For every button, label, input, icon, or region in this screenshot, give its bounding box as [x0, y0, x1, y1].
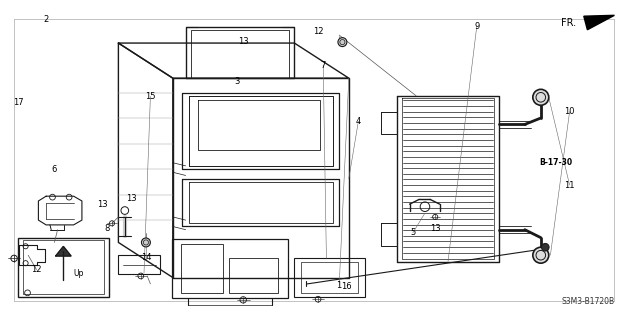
Text: 11: 11	[564, 181, 575, 189]
Circle shape	[141, 238, 150, 247]
Polygon shape	[584, 15, 614, 30]
Text: 13: 13	[97, 200, 108, 209]
Text: 12: 12	[313, 27, 323, 36]
Bar	[18, 238, 109, 297]
Bar	[118, 255, 160, 274]
Text: 13: 13	[126, 194, 136, 203]
Text: FR.: FR.	[561, 18, 576, 28]
Text: 9: 9	[474, 22, 479, 31]
Text: 8: 8	[105, 224, 110, 233]
Text: 3: 3	[234, 77, 239, 86]
Text: Up: Up	[73, 269, 83, 278]
Bar	[23, 240, 104, 294]
Bar	[294, 258, 365, 297]
Text: 7: 7	[321, 61, 326, 70]
Bar	[301, 262, 358, 293]
Text: 15: 15	[145, 92, 156, 101]
Text: 10: 10	[564, 107, 575, 116]
Text: 2: 2	[44, 15, 49, 24]
Circle shape	[541, 243, 549, 251]
Text: 14: 14	[141, 253, 151, 262]
Text: S3M3-B1720B: S3M3-B1720B	[561, 297, 614, 306]
Text: 13: 13	[430, 224, 440, 233]
Text: 6: 6	[52, 165, 57, 174]
Text: 16: 16	[341, 282, 351, 291]
Text: 4: 4	[356, 117, 361, 126]
Bar	[181, 244, 223, 293]
Text: 17: 17	[13, 98, 23, 107]
Text: 13: 13	[238, 37, 248, 46]
Circle shape	[533, 89, 548, 105]
Text: 12: 12	[31, 265, 42, 274]
Circle shape	[533, 247, 548, 263]
Text: B-17-30: B-17-30	[539, 158, 572, 167]
Polygon shape	[56, 246, 71, 256]
Text: 5: 5	[410, 228, 415, 237]
Bar	[172, 239, 288, 298]
Bar	[229, 258, 278, 293]
Text: 1: 1	[337, 281, 342, 290]
Circle shape	[338, 38, 347, 47]
